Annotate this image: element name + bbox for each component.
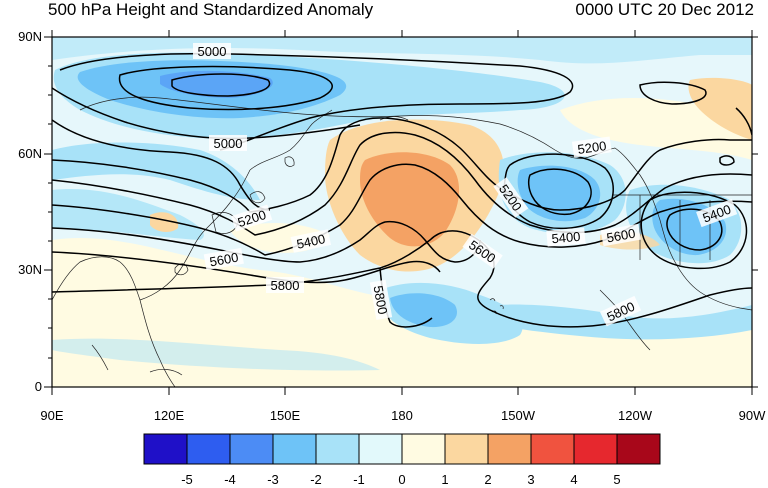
height-contours: [52, 52, 752, 328]
y-axis-labels: 90N 60N 30N 0: [18, 29, 42, 394]
colorbar-swatch: [272, 433, 317, 465]
x-tick-label: 120W: [618, 408, 653, 423]
anomaly-shading: [52, 37, 752, 387]
contour-label: 5000: [198, 44, 227, 59]
colorbar-label: -5: [181, 472, 193, 487]
y-tick-label: 60N: [18, 146, 42, 161]
colorbar-swatch: [358, 433, 403, 465]
x-tick-label: 90W: [739, 408, 766, 423]
colorbar-label: 5: [613, 472, 620, 487]
colorbar-label: -1: [353, 472, 365, 487]
x-tick-label: 90E: [40, 408, 63, 423]
colorbar-swatch: [444, 433, 489, 465]
x-tick-label: 150W: [501, 408, 536, 423]
y-tick-label: 90N: [18, 29, 42, 44]
colorbar-label: 3: [527, 472, 534, 487]
map-timestamp: 0000 UTC 20 Dec 2012: [575, 0, 754, 19]
colorbar-swatch: [143, 433, 188, 465]
colorbar-swatch: [573, 433, 618, 465]
colorbar-swatch: [616, 433, 661, 465]
colorbar-swatch: [401, 433, 446, 465]
colorbar-label: -2: [310, 472, 322, 487]
y-tick-label: 30N: [18, 262, 42, 277]
colorbar-swatch: [530, 433, 575, 465]
colorbar-label: -4: [224, 472, 236, 487]
x-tick-label: 180: [391, 408, 413, 423]
colorbar-label: 2: [484, 472, 491, 487]
contour-label: 5600: [605, 226, 636, 246]
colorbar-label: 0: [398, 472, 405, 487]
x-axis-labels: 90E 120E 150E 180 150W 120W 90W: [40, 408, 766, 423]
y-tick-label: 0: [35, 379, 42, 394]
y-axis-ticks: [44, 36, 758, 388]
colorbar-swatch: [186, 433, 231, 465]
colorbar-swatch: [229, 433, 274, 465]
contour-label: 5000: [214, 136, 243, 151]
colorbar-swatch: [487, 433, 532, 465]
x-axis-ticks: [51, 30, 753, 395]
x-tick-label: 120E: [154, 408, 185, 423]
contour-label: 5600: [208, 250, 239, 270]
contour-label: 5400: [295, 231, 326, 252]
colorbar-swatch: [315, 433, 360, 465]
contour-label: 5800: [371, 284, 391, 315]
contour-labels: 5000 5000 5200 5400 5600 5800 5200 5600 …: [193, 43, 738, 327]
colorbar-label: 1: [441, 472, 448, 487]
contour-label: 5200: [577, 138, 608, 157]
contour-label: 5800: [271, 278, 300, 293]
colorbar-label: -3: [267, 472, 279, 487]
map-title: 500 hPa Height and Standardized Anomaly: [48, 0, 374, 19]
x-tick-label: 150E: [270, 408, 301, 423]
colorbar-label: 4: [570, 472, 577, 487]
contour-label: 5400: [551, 229, 581, 246]
colorbar: -5 -4 -3 -2 -1 0 1 2 3 4 5: [143, 433, 661, 487]
